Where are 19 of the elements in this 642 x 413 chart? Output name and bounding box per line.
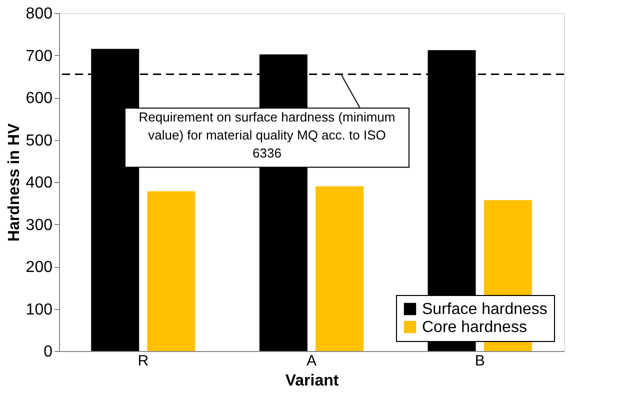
y-tick-label: 200 [26, 259, 53, 276]
ref-line-label: Requirement on surface hardness (minimum value) for material quality MQ acc. to ISO 6336 [138, 109, 396, 160]
legend-label: Surface hardness [422, 301, 548, 318]
bar [316, 186, 364, 351]
bar [147, 191, 196, 351]
y-tick-label: 0 [44, 344, 53, 360]
x-tick-label: A [306, 352, 317, 370]
y-tick-label: 800 [26, 6, 53, 22]
x-axis-title: Variant [285, 372, 340, 390]
y-tick-label: 600 [26, 90, 53, 107]
x-tick-label: R [138, 352, 149, 370]
y-tick-label: 400 [26, 174, 53, 192]
y-tick-label: 700 [26, 48, 53, 65]
y-tick-label: 100 [26, 301, 53, 318]
legend-label: Core hardness [422, 319, 527, 336]
y-tick-label: 500 [26, 132, 53, 150]
x-tick-label: B [474, 352, 485, 370]
y-tick-label: 300 [26, 216, 53, 234]
y-axis-title: Hardness in HV [6, 123, 23, 242]
